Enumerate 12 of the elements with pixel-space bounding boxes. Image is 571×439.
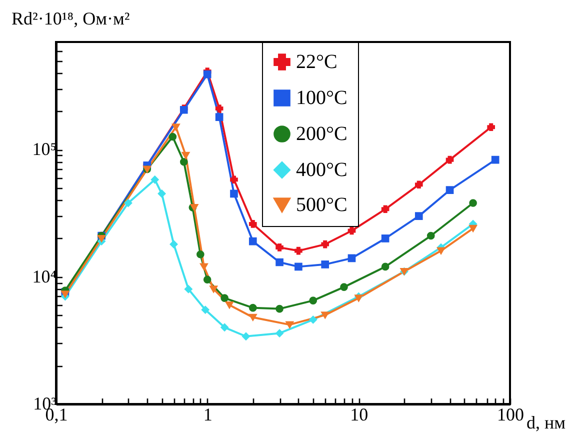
y-tick-label: 10⁵ (32, 139, 56, 160)
legend-label: 200°C (296, 123, 348, 145)
y-axis-title: Rd²·10¹⁸, Ом·м² (12, 8, 130, 28)
x-tick-label: 100 (497, 404, 524, 424)
legend-label: 22°C (296, 51, 338, 73)
x-tick-label: 1 (203, 404, 212, 424)
y-tick-label: 10⁴ (32, 266, 56, 286)
x-axis-title: d, нм (526, 412, 566, 432)
x-tick-label: 10 (350, 404, 368, 424)
legend-label: 400°C (296, 159, 348, 181)
legend-label: 500°C (296, 194, 348, 216)
legend-label: 100°C (296, 87, 348, 109)
